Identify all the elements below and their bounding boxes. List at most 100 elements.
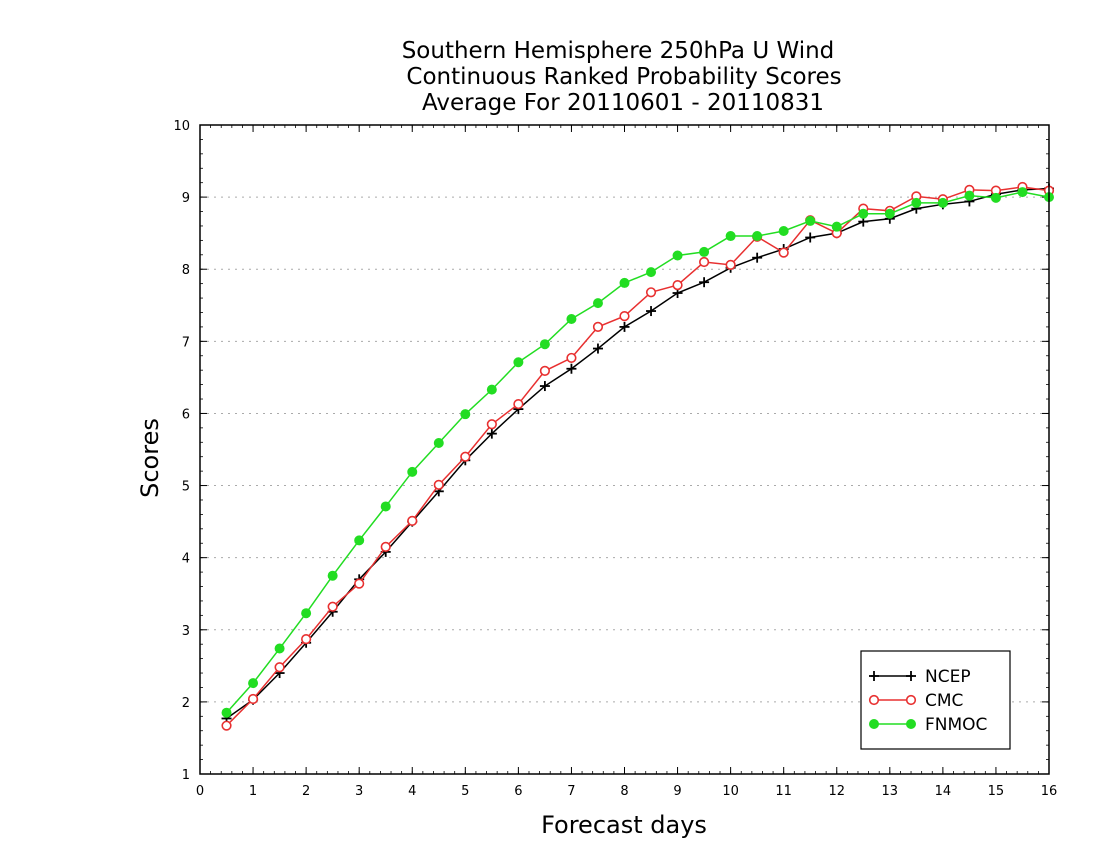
x-tick-label: 4 [408,784,416,799]
data-point-cmc [645,287,657,298]
y-tick-label: 4 [182,552,190,567]
legend-marker-end [906,719,916,729]
data-point-fnmoc [778,226,789,237]
x-tick-label: 5 [461,784,469,799]
data-point-cmc [513,398,524,410]
data-point-fnmoc [937,197,948,208]
x-tick-label: 1 [249,784,257,799]
data-point-cmc [407,515,418,526]
series-cmc [221,181,1055,731]
data-point-ncep [619,321,630,332]
data-point-fnmoc [619,277,630,288]
chart-title-line-1: Southern Hemisphere 250hPa U Wind [402,38,835,64]
plot-area-frame [199,124,1050,775]
data-point-fnmoc [646,267,657,278]
y-tick-label: 3 [182,624,190,639]
data-point-fnmoc [221,707,232,718]
legend-label-fnmoc: FNMOC [925,715,987,735]
legend-marker-end [905,694,917,706]
chart-title: Southern Hemisphere 250hPa U Wind Contin… [402,38,842,116]
data-point-cmc [247,693,259,705]
legend-label-cmc: CMC [925,691,963,711]
data-point-fnmoc [911,197,922,208]
data-point-fnmoc [539,339,550,350]
data-point-cmc [460,451,471,462]
legend-item-ncep: NCEP [869,667,971,687]
legend-label-ncep: NCEP [925,667,971,687]
y-axis-title: Scores [136,418,164,498]
x-tick-label: 13 [882,784,899,799]
data-point-fnmoc [699,246,710,257]
data-point-fnmoc [884,208,895,219]
data-point-ncep [566,363,577,374]
legend-items: NCEP CMC FNMOC [868,667,987,735]
data-series [221,181,1055,731]
data-point-fnmoc [486,384,497,395]
x-tick-label: 6 [514,784,522,799]
data-point-fnmoc [805,215,816,226]
legend-marker-start [869,719,879,729]
y-tick-label: 2 [182,696,190,711]
data-point-fnmoc [407,466,418,477]
data-point-cmc [566,352,577,364]
data-point-ncep [486,428,497,439]
data-point-ncep [752,252,763,263]
data-point-fnmoc [1017,187,1028,198]
chart-title-line-2: Continuous Ranked Probability Scores [406,64,841,90]
data-point-ncep [805,232,816,243]
x-tick-label: 14 [935,784,952,799]
data-point-fnmoc [513,357,524,368]
data-point-cmc [301,634,312,645]
data-point-fnmoc [752,231,763,242]
legend-marker-start [868,694,880,706]
y-tick-label: 1 [182,768,190,783]
data-point-fnmoc [964,190,975,201]
data-point-cmc [619,310,630,322]
legend: NCEP CMC FNMOC [860,650,1011,750]
data-point-cmc [778,247,789,258]
x-tick-label: 9 [673,784,681,799]
series-line-cmc [225,186,1050,727]
data-point-ncep [646,306,657,317]
x-tick-label: 0 [196,784,204,799]
data-point-cmc [672,279,683,291]
data-point-fnmoc [990,192,1001,203]
series-fnmoc [221,187,1054,718]
x-tick-label: 12 [828,784,845,799]
y-tick-label: 6 [182,407,190,422]
x-tick-label: 2 [302,784,310,799]
x-tick-label: 7 [567,784,575,799]
data-point-fnmoc [460,409,471,420]
y-tick-label: 9 [182,191,190,206]
data-point-cmc [592,321,604,333]
data-point-fnmoc [354,535,365,546]
data-point-fnmoc [831,221,842,232]
data-point-fnmoc [248,678,259,689]
data-point-cmc [380,541,391,552]
legend-marker-end [906,671,916,681]
data-point-cmc [433,479,444,490]
grid-lines [200,196,1049,703]
legend-marker-start [869,671,879,681]
data-point-ncep [699,277,710,288]
y-tick-label: 8 [182,263,190,278]
data-point-cmc [274,662,285,673]
series-ncep [221,183,1054,724]
y-tick-label: 10 [173,119,190,134]
x-tick-label: 16 [1041,784,1058,799]
data-point-fnmoc [725,231,736,242]
data-point-fnmoc [327,570,338,581]
data-point-cmc [327,601,338,612]
data-point-cmc [221,720,232,731]
chart-title-line-3: Average For 20110601 - 20110831 [422,90,824,116]
y-tick-label: 5 [182,480,190,495]
y-tick-label: 7 [182,335,190,350]
data-point-cmc [354,578,365,589]
data-point-cmc [539,365,551,376]
data-point-ncep [592,343,603,354]
data-point-fnmoc [592,298,603,309]
data-point-cmc [698,256,710,268]
data-point-cmc [486,419,497,430]
data-point-fnmoc [380,501,391,512]
